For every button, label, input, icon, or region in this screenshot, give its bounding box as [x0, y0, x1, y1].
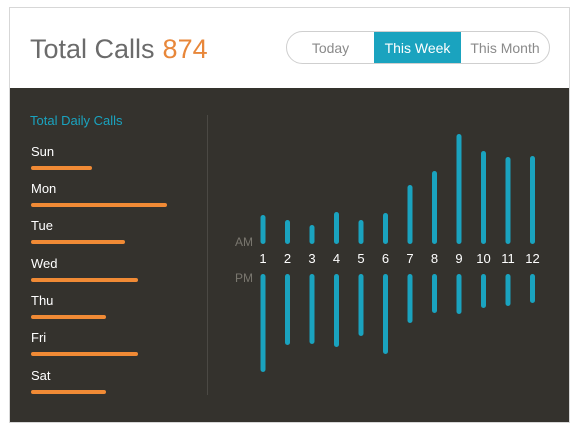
total-calls-count: 874 [162, 34, 208, 64]
tab-this-week[interactable]: This Week [374, 32, 461, 63]
tab-this-month[interactable]: This Month [470, 39, 540, 56]
am-bar [407, 185, 413, 244]
day-bar [31, 166, 92, 170]
day-bar [31, 315, 106, 319]
day-label: Sun [31, 144, 55, 159]
hour-label: 7 [406, 251, 413, 266]
tab-today[interactable]: Today [311, 39, 350, 56]
day-row-wed: Wed [31, 256, 138, 282]
header: Total Calls 874 Today This Week This Mont… [10, 8, 569, 88]
day-label: Tue [31, 218, 53, 233]
day-bar [31, 352, 138, 356]
pm-bar [260, 274, 266, 372]
title-text: Total Calls [30, 34, 155, 64]
am-bar [260, 215, 266, 244]
hour-label: 4 [333, 251, 340, 266]
hour-label: 5 [357, 251, 364, 266]
period-segmented-control: Today This Week This Month [286, 31, 550, 64]
pm-bar [530, 274, 535, 303]
pm-bar [358, 274, 364, 336]
pm-bar [505, 274, 511, 306]
page-title: Total Calls 874 [30, 34, 208, 65]
pm-bar [285, 274, 290, 345]
hour-label: 12 [525, 251, 539, 266]
am-bar [432, 171, 437, 244]
pm-bar [309, 274, 315, 344]
day-bar [31, 278, 138, 282]
am-bar [309, 225, 315, 244]
hour-label: 8 [431, 251, 438, 266]
calls-card: Total Calls 874 Today This Week This Mont… [9, 7, 570, 423]
pm-bar [456, 274, 462, 314]
day-label: Sat [31, 368, 51, 383]
stats-panel: Total Daily Calls Sun Mon Tue Wed Thu Fr… [10, 88, 569, 422]
am-bar [285, 220, 290, 244]
am-label: AM [235, 235, 253, 249]
panel-divider [207, 115, 208, 395]
am-bar [505, 157, 511, 244]
day-label: Fri [31, 330, 47, 345]
day-row-sun: Sun [31, 144, 92, 170]
pm-bar [481, 274, 486, 308]
day-bar [31, 203, 167, 207]
day-row-fri: Fri [31, 330, 138, 356]
am-bar [530, 156, 535, 244]
day-row-mon: Mon [31, 181, 167, 207]
hour-label: 2 [284, 251, 291, 266]
hour-label: 1 [259, 251, 266, 266]
day-bar [31, 390, 106, 394]
day-bar [31, 240, 125, 244]
pm-bar [334, 274, 339, 347]
day-label: Mon [31, 181, 57, 196]
am-bar [383, 213, 388, 244]
hour-label: 6 [382, 251, 389, 266]
day-row-sat: Sat [31, 368, 106, 394]
pm-bar [432, 274, 437, 313]
am-bar [358, 220, 364, 244]
am-bar [481, 151, 486, 244]
hour-label: 9 [455, 251, 462, 266]
hour-label: 10 [476, 251, 490, 266]
day-label: Thu [31, 293, 54, 308]
pm-label: PM [235, 271, 253, 285]
pm-bar [383, 274, 388, 354]
am-bar [334, 212, 339, 244]
day-row-thu: Thu [31, 293, 106, 319]
daily-calls-title: Total Daily Calls [30, 113, 123, 128]
hour-label: 11 [501, 251, 515, 266]
hour-label: 3 [308, 251, 315, 266]
am-bar [456, 134, 462, 244]
day-label: Wed [31, 256, 58, 271]
pm-bar [407, 274, 413, 323]
day-row-tue: Tue [31, 218, 125, 244]
